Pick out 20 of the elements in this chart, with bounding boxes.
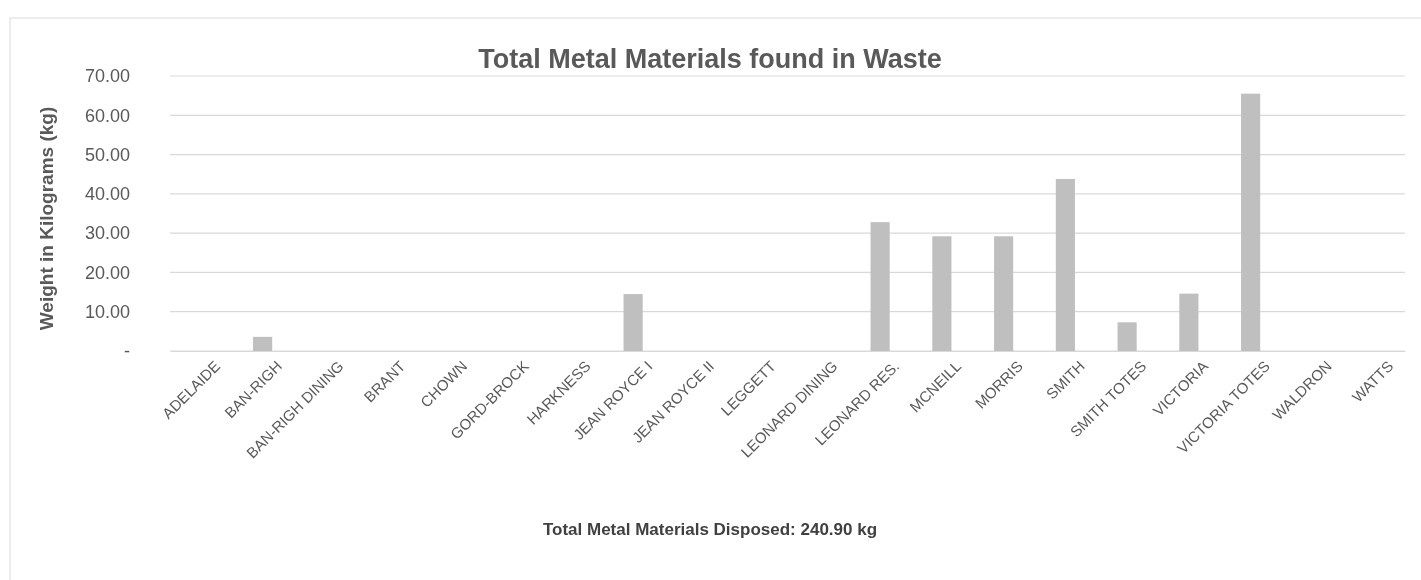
text: Total Metal Materials Disposed: 240.90 kg bbox=[542, 520, 878, 539]
bar bbox=[870, 222, 890, 351]
bar bbox=[932, 236, 952, 351]
y-tick-label: 70.00 bbox=[84, 66, 130, 87]
y-tick-label: 50.00 bbox=[84, 144, 130, 165]
bar bbox=[994, 236, 1014, 351]
bar bbox=[1055, 178, 1075, 351]
y-tick-label: 40.00 bbox=[84, 184, 130, 205]
chart-title: Total Metal Materials found in Waste bbox=[478, 44, 942, 74]
bar bbox=[1241, 93, 1261, 351]
y-tick-label: 20.00 bbox=[84, 262, 130, 283]
y-axis-title: Weight in Kilograms (kg) bbox=[36, 106, 57, 331]
bar bbox=[1179, 293, 1199, 351]
y-tick-label: 60.00 bbox=[84, 105, 130, 126]
y-tick-label: - bbox=[124, 341, 130, 362]
y-tick-label: 10.00 bbox=[84, 301, 130, 322]
bar bbox=[623, 294, 643, 351]
bar bbox=[253, 336, 273, 351]
bar bbox=[1117, 322, 1137, 351]
y-tick-label: 30.00 bbox=[84, 223, 130, 244]
